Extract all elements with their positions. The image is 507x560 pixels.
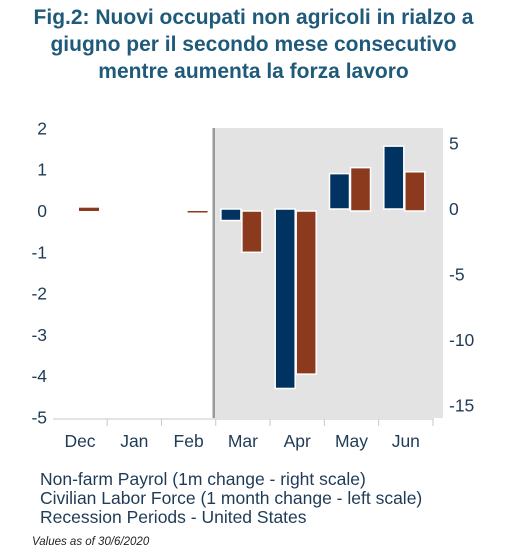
x-tick-label-mar: Mar: [228, 431, 258, 451]
right-axis-tick-label: -10: [449, 330, 475, 350]
bar-chart: Dec Jan Feb Mar Apr May Jun 2 1 0 -1 -2 -3 -4 -5 5 0 -5 -1…: [31, 118, 475, 451]
chart-title: Fig.2: Nuovi occupati non agricoli in ri…: [0, 4, 507, 85]
left-axis-tick-label: -1: [31, 242, 47, 262]
right-axis-tick-label: 0: [449, 199, 459, 219]
x-tick-label-may: May: [335, 431, 368, 451]
left-axis-tick-label: 2: [37, 118, 47, 138]
x-tick-label-feb: Feb: [174, 431, 204, 451]
labor-force-bar-jun: [404, 171, 426, 212]
footnote: Values as of 30/6/2020: [32, 536, 150, 548]
labor-force-bar-feb: [187, 211, 208, 213]
labor-force-bar-mar: [241, 210, 263, 254]
labor-force-bar-may: [349, 166, 372, 212]
right-axis-tick-label: -5: [449, 265, 465, 285]
x-tick-label-jan: Jan: [120, 431, 148, 451]
left-axis-tick-label: 1: [37, 160, 47, 180]
payroll-bar-mar: [220, 208, 242, 222]
payroll-bar-apr: [274, 208, 296, 390]
x-tick-label-jun: Jun: [392, 431, 420, 451]
left-axis-tick-label: -4: [31, 366, 47, 386]
chart-title-line-2: giugno per il secondo mese consecutivo: [50, 33, 457, 56]
labor-force-bar-dec: [79, 207, 99, 211]
left-axis-tick-label: -5: [31, 408, 47, 428]
payroll-bar-jun: [383, 145, 405, 210]
legend-item-recession: Recession Periods - United States: [40, 508, 307, 527]
chart-title-line-1: Fig.2: Nuovi occupati non agricoli in ri…: [33, 6, 474, 29]
left-axis-tick-label: -3: [31, 325, 47, 345]
right-axis-tick-label: -15: [449, 396, 474, 416]
labor-force-bar-apr: [295, 210, 317, 375]
right-axis-tick-label: 5: [449, 134, 459, 154]
chart-legend: Non-farm Payrol (1m change - right scale…: [40, 470, 490, 527]
legend-item-labor-force: Civilian Labor Force (1 month change - l…: [40, 489, 423, 508]
payroll-bar-may: [328, 172, 351, 210]
left-axis-tick-label: -2: [31, 284, 47, 304]
x-tick-label-apr: Apr: [284, 431, 311, 451]
left-axis-tick-label: 0: [37, 201, 47, 221]
x-tick-label-dec: Dec: [64, 431, 95, 451]
legend-item-payroll: Non-farm Payrol (1m change - right scale…: [40, 470, 366, 489]
chart-title-line-3: mentre aumenta la forza lavoro: [98, 60, 409, 83]
